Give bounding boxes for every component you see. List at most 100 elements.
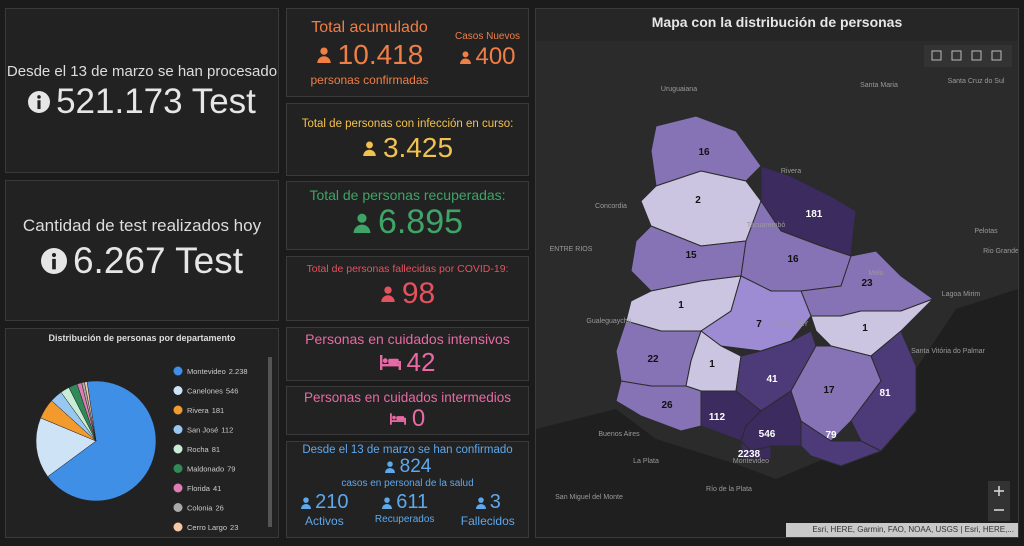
title: Total de personas con infección en curso… <box>301 118 514 130</box>
legend-swatch <box>173 522 183 532</box>
department <box>810 298 934 357</box>
place-label: Lagoa Mirim <box>942 291 981 298</box>
counter: 0 <box>287 405 528 433</box>
person-icon <box>301 496 312 509</box>
person-icon <box>381 286 395 302</box>
tests-panel: Desde el 13 de marzo se han procesado 52… <box>5 8 279 173</box>
new-title: Casos Nuevos <box>454 31 521 42</box>
department-value: 79 <box>825 430 837 441</box>
person-icon <box>460 50 472 64</box>
attribution: Esri, HERE, Garmin, FAO, NOAA, USGS | Es… <box>812 525 1014 534</box>
legend-value: 41 <box>213 484 221 493</box>
stat-counter: 3 <box>461 491 515 514</box>
pie-slice <box>47 380 157 502</box>
stat-counter: 210 <box>300 491 349 514</box>
label: Fallecidos <box>460 514 515 528</box>
legend-value: 79 <box>227 465 235 474</box>
home-button[interactable] <box>931 50 942 61</box>
legend-label: San José <box>187 426 218 435</box>
place-label: Santa Maria <box>860 82 898 89</box>
attribution-bg <box>786 523 1018 537</box>
qr-button[interactable] <box>991 50 1002 61</box>
department-value: 546 <box>759 429 776 440</box>
department-value: 23 <box>861 278 873 289</box>
legend-swatch <box>173 405 183 415</box>
legend-value: 81 <box>212 445 220 454</box>
value: 6.267 Test <box>72 240 244 281</box>
department-value: 26 <box>661 400 673 411</box>
value: 10.418 <box>337 39 424 70</box>
place-label: Santa Cruz do Sul <box>948 78 1005 85</box>
department-value: 16 <box>698 147 710 158</box>
place-label: ENTRE RIOS <box>550 246 593 253</box>
place-label: Concordia <box>595 203 627 210</box>
health-staff-panel: Desde el 13 de marzo se han confirmado 8… <box>286 441 529 538</box>
layers-button[interactable] <box>971 50 982 61</box>
value: 0 <box>411 405 426 432</box>
place-label: Montevideo <box>733 458 769 465</box>
department-value: 181 <box>806 209 823 220</box>
active-panel: Total de personas con infección en curso… <box>286 103 529 176</box>
legend-value: 2.238 <box>229 367 248 376</box>
place-label: Buenos Aires <box>598 431 640 438</box>
place-label: Río de la Plata <box>706 486 752 493</box>
value: 611 <box>396 491 429 513</box>
place-label: San Miguel del Monte <box>555 494 623 501</box>
zoom-buttons[interactable] <box>994 486 1004 511</box>
counter: 42 <box>287 347 528 378</box>
zoom-box <box>988 481 1010 521</box>
stat: 3 Fallecidos <box>461 491 515 528</box>
legend-button[interactable] <box>951 50 962 61</box>
map-title: Mapa con la distribución de personas <box>652 14 903 30</box>
recovered-panel: Total de personas recuperadas: 6.895 <box>286 181 529 250</box>
department-value: 15 <box>685 250 697 261</box>
stat: 611 Recuperados <box>375 491 434 528</box>
info-icon <box>40 248 67 274</box>
person-icon <box>384 461 395 473</box>
title: Personas en cuidados intensivos <box>305 331 510 347</box>
new-counter: 400 <box>445 43 530 71</box>
today-panel: Cantidad de test realizados hoy 6.267 Te… <box>5 180 279 321</box>
value: 3.425 <box>382 132 454 163</box>
map[interactable]: Mapa con la distribución de personas Esr… <box>536 9 1018 537</box>
legend-value: 112 <box>221 426 233 435</box>
person-icon <box>363 140 376 156</box>
department-value: 1 <box>862 323 868 334</box>
caption: Cantidad de test realizados hoy <box>22 216 262 235</box>
icu-panel: Personas en cuidados intensivos 42 <box>286 327 529 381</box>
legend-swatch <box>173 425 183 434</box>
place-label: Melo <box>868 270 883 277</box>
counter: 824 <box>287 456 528 478</box>
counter: 521.173 Test <box>6 82 278 122</box>
legend-value: 23 <box>230 523 238 532</box>
caption: casos en personal de la salud <box>341 478 474 489</box>
zoom-control <box>988 481 1010 521</box>
legend-label: Maldonado <box>187 465 224 474</box>
legend-swatch <box>173 483 183 493</box>
legend-swatch <box>173 503 183 512</box>
scrollbar[interactable] <box>268 357 272 527</box>
person-icon <box>382 496 393 509</box>
water <box>536 289 1018 537</box>
pie-chart: Distribución de personas por departament… <box>35 333 272 532</box>
counter: 6.267 Test <box>6 240 278 282</box>
department-value: 1 <box>709 359 715 370</box>
legend-value: 546 <box>226 387 239 396</box>
place-label: Santa Vitória do Palmar <box>911 348 985 355</box>
counter: 6.895 <box>287 203 528 242</box>
legend-value: 26 <box>215 504 223 513</box>
department-value: 16 <box>787 254 799 265</box>
place-label: La Plata <box>633 458 659 465</box>
title: Total acumulado <box>311 19 428 36</box>
bed-icon <box>389 413 406 425</box>
caption: Desde el 13 de marzo se han procesado <box>6 63 278 80</box>
bed-icon <box>379 355 401 370</box>
legend-swatch <box>173 386 183 395</box>
legend-swatch <box>173 444 183 454</box>
place-label: Rivera <box>781 168 801 175</box>
title: Total de personas recuperadas: <box>309 187 506 203</box>
info-icon <box>28 91 51 113</box>
legend-swatch <box>173 366 183 376</box>
